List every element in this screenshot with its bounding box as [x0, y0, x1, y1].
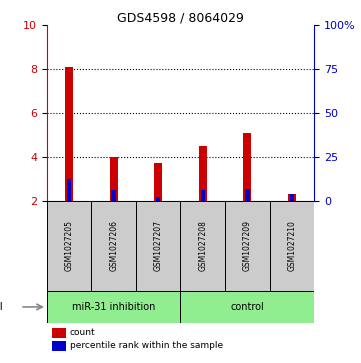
Text: count: count	[70, 329, 95, 338]
Text: control: control	[230, 302, 264, 312]
Bar	[180, 291, 314, 323]
Bar	[270, 201, 314, 291]
Bar	[201, 189, 205, 201]
Text: GSM1027210: GSM1027210	[287, 220, 296, 271]
Bar	[290, 194, 294, 201]
Bar	[225, 201, 270, 291]
Bar	[288, 194, 296, 201]
Bar	[156, 197, 160, 201]
Bar	[245, 188, 249, 201]
Bar	[47, 201, 91, 291]
Bar	[136, 201, 180, 291]
Text: protocol: protocol	[0, 302, 3, 312]
Bar	[47, 291, 180, 323]
Text: GSM1027205: GSM1027205	[65, 220, 74, 271]
Text: miR-31 inhibition: miR-31 inhibition	[72, 302, 155, 312]
Bar	[154, 163, 162, 201]
Text: GSM1027206: GSM1027206	[109, 220, 118, 271]
Bar	[112, 189, 116, 201]
Text: GSM1027207: GSM1027207	[154, 220, 163, 271]
Bar	[67, 179, 71, 201]
Bar	[91, 201, 136, 291]
Bar	[180, 201, 225, 291]
Text: GSM1027208: GSM1027208	[198, 220, 207, 271]
Title: GDS4598 / 8064029: GDS4598 / 8064029	[117, 11, 244, 24]
Bar	[199, 146, 207, 201]
Bar	[52, 341, 66, 351]
Bar	[110, 157, 118, 201]
Bar	[52, 328, 66, 338]
Bar	[65, 67, 73, 201]
Text: percentile rank within the sample: percentile rank within the sample	[70, 342, 223, 351]
Bar	[243, 133, 251, 201]
Text: GSM1027209: GSM1027209	[243, 220, 252, 271]
